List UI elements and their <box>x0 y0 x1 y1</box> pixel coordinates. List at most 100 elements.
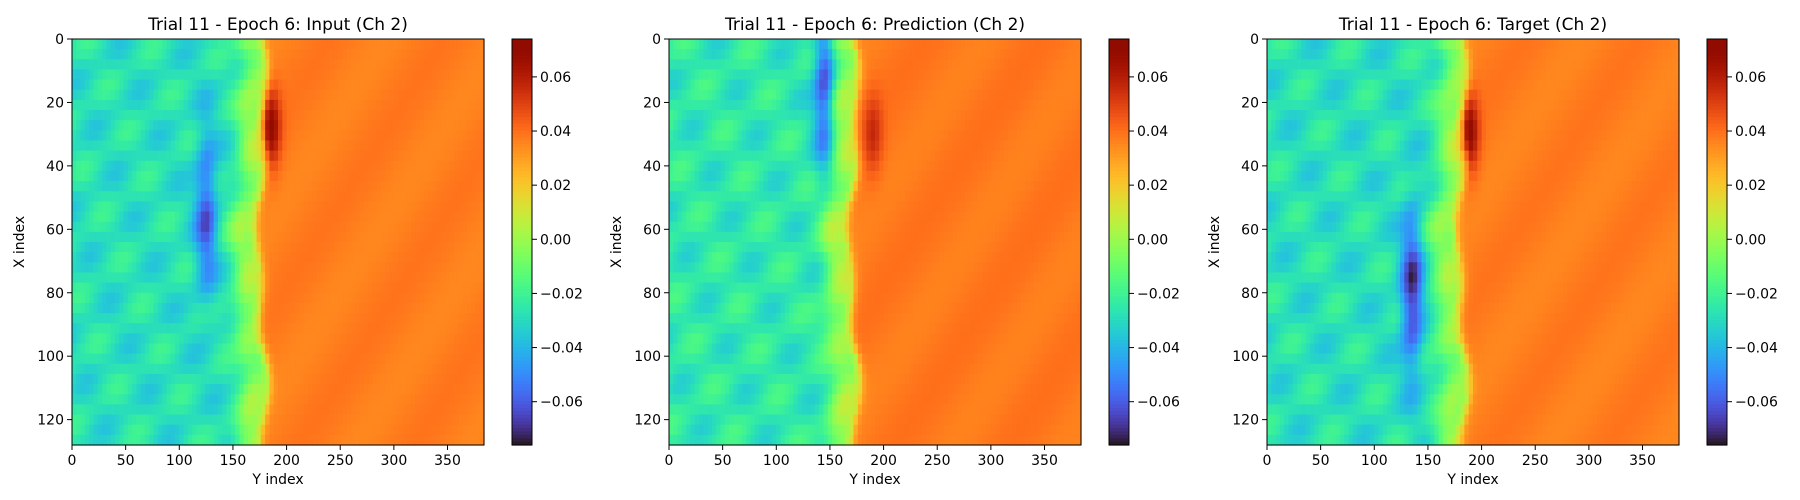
heatmap-cell <box>106 150 112 162</box>
heatmap-cell <box>823 110 829 121</box>
heatmap-cell <box>260 292 266 304</box>
heatmap-cell <box>398 191 404 202</box>
heatmap-cell <box>449 221 455 233</box>
heatmap-cell <box>308 69 313 81</box>
heatmap-cell <box>453 242 459 253</box>
heatmap-cell <box>415 252 421 263</box>
heatmap-cell <box>475 404 481 416</box>
heatmap-cell <box>870 99 876 111</box>
heatmap-cell <box>823 59 829 71</box>
heatmap-cell <box>428 343 434 355</box>
heatmap-cell <box>372 373 378 385</box>
heatmap-cell <box>235 170 240 182</box>
heatmap-cell <box>1076 130 1082 142</box>
heatmap-cell <box>436 302 442 314</box>
heatmap-cell <box>411 110 416 121</box>
heatmap-cell <box>127 343 133 355</box>
heatmap-cell <box>256 211 262 223</box>
heatmap-cell <box>278 282 283 294</box>
heatmap-cell <box>252 170 258 182</box>
heatmap-cell <box>89 302 95 314</box>
colorbar-step <box>512 421 532 426</box>
heatmap-cell <box>256 221 262 233</box>
heatmap-cell <box>784 120 790 131</box>
heatmap-cell <box>359 191 365 202</box>
heatmap-cell <box>986 59 992 71</box>
heatmap-cell <box>187 99 193 111</box>
heatmap-cell <box>239 394 245 405</box>
heatmap-cell <box>213 150 219 162</box>
heatmap-cell <box>213 323 219 334</box>
heatmap-cell <box>127 69 133 81</box>
heatmap-cell <box>183 394 189 405</box>
heatmap-cell <box>312 242 318 253</box>
heatmap-cell <box>97 373 103 385</box>
heatmap-cell <box>273 49 279 60</box>
colorbar-tick-label: 0.02 <box>540 178 571 194</box>
heatmap-cell <box>316 231 322 243</box>
heatmap-cell <box>179 79 185 91</box>
heatmap-cell <box>230 333 236 345</box>
heatmap-cell <box>402 160 408 172</box>
heatmap-cell <box>303 211 309 223</box>
heatmap-cell <box>295 59 301 71</box>
heatmap-cell <box>466 191 472 202</box>
heatmap-cell <box>389 434 395 446</box>
heatmap-cell <box>806 130 812 142</box>
heatmap-cell <box>325 262 331 274</box>
heatmap-cell <box>411 394 416 405</box>
heatmap-cell <box>458 384 464 395</box>
heatmap-cell <box>368 231 374 243</box>
heatmap-cell <box>338 333 343 345</box>
heatmap-cell <box>333 262 339 274</box>
heatmap-cell <box>415 181 421 192</box>
heatmap-cell <box>355 170 361 182</box>
heatmap-cell <box>453 282 459 294</box>
heatmap-cell <box>252 363 258 375</box>
heatmap-cell <box>363 79 369 91</box>
heatmap-cell <box>97 272 103 284</box>
heatmap-cell <box>153 39 159 50</box>
heatmap-cell <box>1068 59 1074 71</box>
heatmap-cell <box>411 69 416 81</box>
heatmap-cell <box>462 384 468 395</box>
heatmap-cell <box>252 343 258 355</box>
heatmap-cell <box>1033 110 1039 121</box>
heatmap-cell <box>372 262 378 274</box>
heatmap-cell <box>939 110 945 121</box>
heatmap-cell <box>810 49 816 60</box>
heatmap-cell <box>393 384 399 395</box>
heatmap-cell <box>303 343 309 355</box>
heatmap-cell <box>1038 130 1043 142</box>
heatmap-cell <box>243 231 249 243</box>
heatmap-cell <box>140 221 146 233</box>
heatmap-cell <box>295 160 301 172</box>
heatmap-cell <box>814 79 820 91</box>
heatmap-cell <box>449 323 455 334</box>
heatmap-cell <box>686 79 692 91</box>
heatmap-cell <box>76 242 82 253</box>
heatmap-cell <box>235 160 240 172</box>
heatmap-cell <box>132 39 137 50</box>
heatmap-cell <box>170 242 176 253</box>
heatmap-cell <box>329 353 335 365</box>
heatmap-cell <box>286 302 292 314</box>
heatmap-cell <box>853 59 859 71</box>
heatmap-cell <box>278 363 283 375</box>
heatmap-cell <box>290 272 296 284</box>
heatmap-cell <box>205 221 210 233</box>
heatmap-cell <box>406 302 412 314</box>
heatmap-cell <box>162 404 168 416</box>
heatmap-cell <box>411 282 416 294</box>
heatmap-cell <box>982 49 988 60</box>
heatmap-cell <box>162 313 168 324</box>
heatmap-cell <box>733 79 739 91</box>
heatmap-cell <box>175 302 180 314</box>
colorbar-step <box>512 99 532 104</box>
heatmap-cell <box>870 69 876 81</box>
heatmap-cell <box>346 363 352 375</box>
heatmap-cell <box>209 414 215 426</box>
heatmap-cell <box>110 394 116 405</box>
heatmap-cell <box>123 181 129 192</box>
heatmap-cell <box>278 130 283 142</box>
